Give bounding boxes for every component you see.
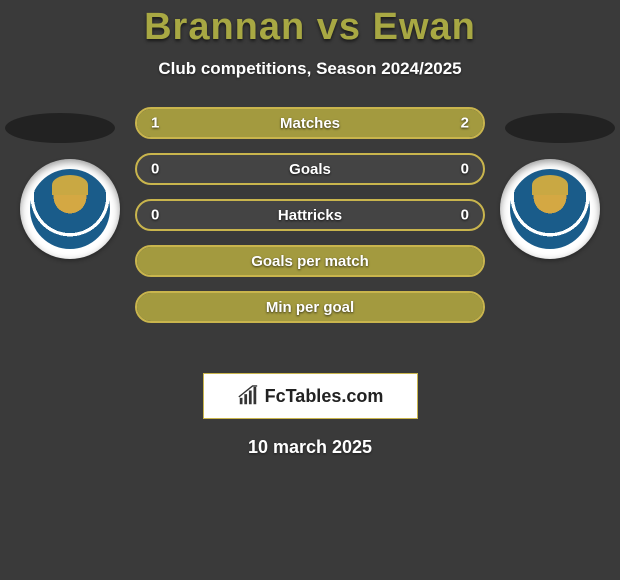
brand-text: FcTables.com: [265, 386, 384, 407]
stat-label: Goals per match: [137, 253, 483, 270]
stat-label: Hattricks: [137, 207, 483, 224]
stat-row: 00Goals: [135, 153, 485, 185]
page-subtitle: Club competitions, Season 2024/2025: [0, 59, 620, 79]
stat-row: Goals per match: [135, 245, 485, 277]
comparison-area: 12Matches 00Goals 00Hattricks Goals per mat…: [0, 107, 620, 367]
crest-graphic: [30, 169, 110, 249]
bar-chart-icon: [237, 385, 259, 407]
stats-bars: 12Matches 00Goals 00Hattricks Goals per mat…: [135, 107, 485, 337]
stat-row: 00Hattricks: [135, 199, 485, 231]
club-crest-left: [20, 159, 120, 259]
stat-label: Matches: [137, 115, 483, 132]
crest-graphic: [510, 169, 590, 249]
stat-label: Goals: [137, 161, 483, 178]
stat-label: Min per goal: [137, 299, 483, 316]
club-crest-right: [500, 159, 600, 259]
player-shadow-right: [505, 113, 615, 143]
stat-row: 12Matches: [135, 107, 485, 139]
stat-row: Min per goal: [135, 291, 485, 323]
player-shadow-left: [5, 113, 115, 143]
page-title: Brannan vs Ewan: [0, 0, 620, 49]
date-label: 10 march 2025: [0, 437, 620, 458]
brand-badge[interactable]: FcTables.com: [203, 373, 418, 419]
